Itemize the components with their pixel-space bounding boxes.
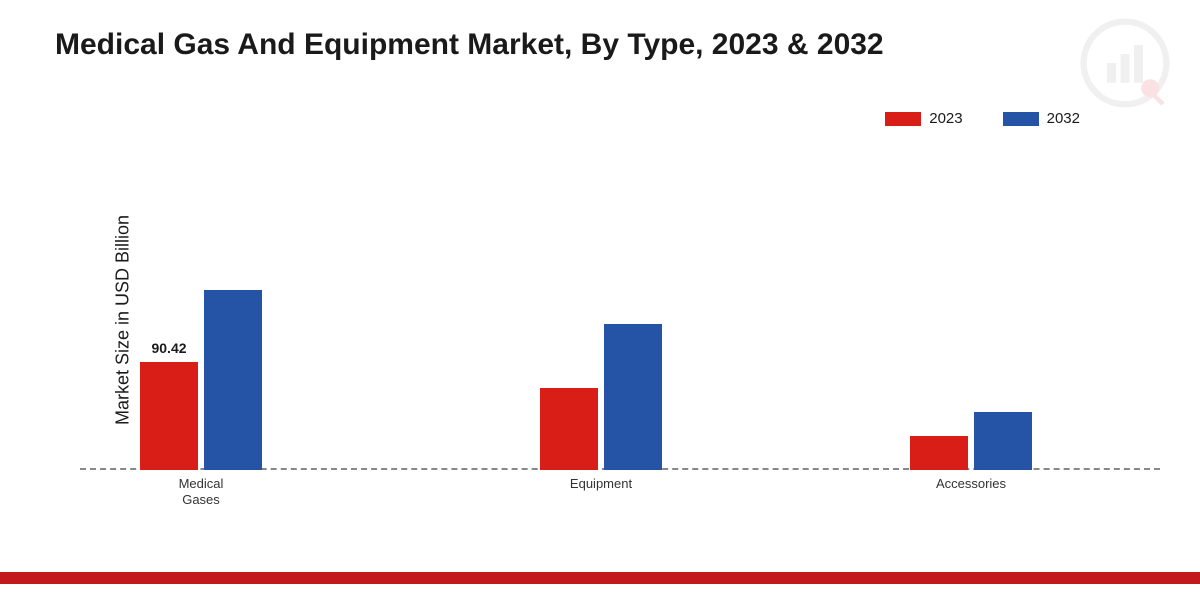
- category-label-equipment: Equipment: [570, 476, 632, 492]
- plot-area: 90.42 Medical Gases Equipment Accessorie…: [80, 150, 1160, 470]
- category-label-accessories: Accessories: [936, 476, 1006, 492]
- legend: 2023 2032: [885, 110, 1080, 127]
- legend-item-2032: 2032: [1003, 110, 1080, 127]
- bar-accessories-2032: [974, 412, 1032, 470]
- bar-value-label: 90.42: [151, 340, 186, 356]
- legend-swatch-2023: [885, 112, 921, 126]
- legend-item-2023: 2023: [885, 110, 962, 127]
- bar-equipment-2032: [604, 324, 662, 470]
- group-medical-gases: 90.42 Medical Gases: [140, 290, 262, 470]
- category-label-medical-gases: Medical Gases: [179, 476, 224, 509]
- legend-label-2032: 2032: [1047, 110, 1080, 127]
- legend-label-2023: 2023: [929, 110, 962, 127]
- chart-title: Medical Gas And Equipment Market, By Typ…: [55, 28, 884, 62]
- group-accessories: Accessories: [910, 412, 1032, 470]
- legend-swatch-2032: [1003, 112, 1039, 126]
- brand-watermark-icon: [1080, 18, 1170, 113]
- group-equipment: Equipment: [540, 324, 662, 470]
- footer-accent-bar: [0, 572, 1200, 584]
- bar-equipment-2023: [540, 388, 598, 470]
- bar-accessories-2023: [910, 436, 968, 470]
- bar-medical-gases-2032: [204, 290, 262, 470]
- bar-medical-gases-2023: 90.42: [140, 362, 198, 471]
